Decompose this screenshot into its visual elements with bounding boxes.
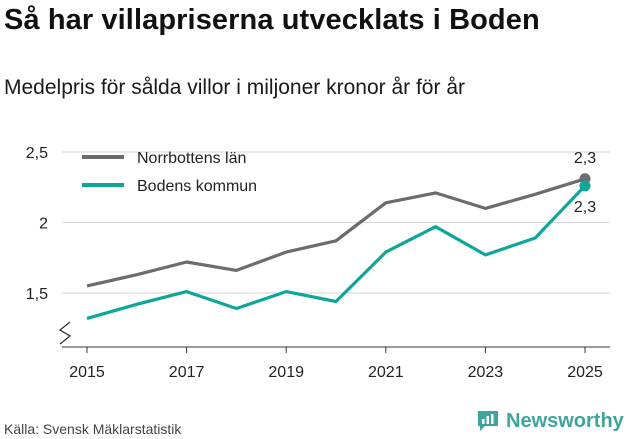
y-tick-label: 1,5 [26,286,48,303]
legend-label: Bodens kommun [137,178,257,195]
chart-subtitle: Medelpris för sålda villor i miljoner kr… [4,76,465,99]
grid-lines [62,151,610,294]
x-tick-label: 2025 [567,364,603,381]
x-tick-label: 2017 [169,364,205,381]
x-tick-label: 2015 [69,364,105,381]
brand-name: Newsworthy [506,409,624,432]
y-tick-label: 2,5 [26,145,48,162]
x-tick-label: 2021 [368,364,404,381]
y-tick-label: 2 [39,216,48,233]
x-tick-label: 2019 [268,364,304,381]
end-value-label: 2,3 [574,199,596,216]
line-chart: 1,5 2 2,5 2015 2017 2019 2021 2023 2025 2,3 2,3 N… [26,145,610,381]
chart-title: Så har villapriserna utvecklats i Boden [4,4,540,36]
newsworthy-icon [478,411,498,431]
legend: Norrbottens län Bodens kommun [82,150,257,195]
series-line [86,177,586,288]
x-tick-label: 2023 [468,364,504,381]
axis-break-icon [58,321,72,345]
series-lines: 2,3 2,3 [86,150,596,320]
axes: 1,5 2 2,5 2015 2017 2019 2021 2023 2025 [26,145,610,381]
series-end-point [579,180,591,192]
brand-logo: Newsworthy [476,409,624,433]
end-value-label: 2,3 [574,150,596,167]
source-note: Källa: Svensk Mäklarstatistik [4,421,182,437]
series-line [86,184,587,320]
legend-label: Norrbottens län [137,150,246,167]
